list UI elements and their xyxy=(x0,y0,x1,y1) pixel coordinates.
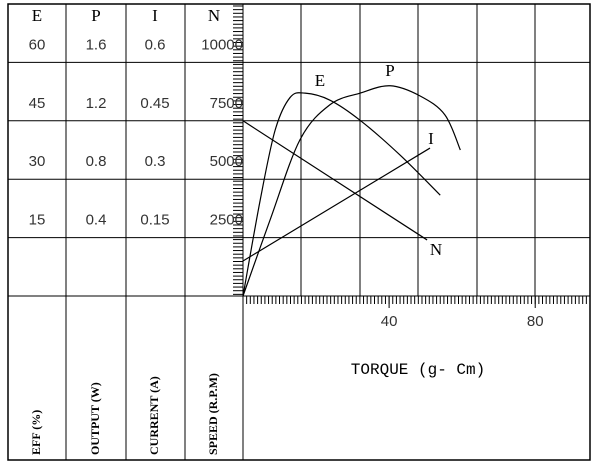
axis-label: EFF (%) xyxy=(29,410,43,455)
y-tick-label: 0.4 xyxy=(86,212,107,229)
column-header: P xyxy=(91,6,100,25)
x-tick-label: 80 xyxy=(527,313,544,330)
y-tick-label: 0.6 xyxy=(145,36,166,53)
y-tick-label: 10000 xyxy=(201,36,243,53)
y-tick-label: 15 xyxy=(29,212,46,229)
curve xyxy=(242,92,441,297)
frame xyxy=(7,3,591,461)
column-header: N xyxy=(208,6,220,25)
y-tick-label: 0.8 xyxy=(86,153,107,170)
curve-label: E xyxy=(315,71,325,90)
y-tick-label: 60 xyxy=(29,36,46,53)
y-tick-label: 0.45 xyxy=(140,95,169,112)
y-tick-label: 45 xyxy=(29,95,46,112)
x-tick-label: 40 xyxy=(381,313,398,330)
y-tick-label: 0.15 xyxy=(140,212,169,229)
curve xyxy=(242,120,428,241)
y-tick-label: 30 xyxy=(29,153,46,170)
x-axis-title: TORQUE (g- Cm) xyxy=(351,361,485,379)
y-tick-label: 7500 xyxy=(210,95,243,112)
axis-label: CURRENT (A) xyxy=(147,376,161,455)
axis-label: OUTPUT (W) xyxy=(88,382,102,455)
y-tick-label: 0.3 xyxy=(145,153,166,170)
curve-label: N xyxy=(430,240,442,259)
y-tick-label: 1.6 xyxy=(86,36,107,53)
y-tick-label: 5000 xyxy=(210,153,243,170)
column-header: I xyxy=(152,6,158,25)
axis-label: SPEED (R.P.M) xyxy=(206,373,220,455)
y-tick-label: 1.2 xyxy=(86,95,107,112)
curve xyxy=(242,85,461,297)
curve xyxy=(242,147,431,262)
curve-label: I xyxy=(428,129,434,148)
curve-label: P xyxy=(385,61,394,80)
column-header: E xyxy=(32,6,42,25)
y-tick-label: 2500 xyxy=(210,212,243,229)
